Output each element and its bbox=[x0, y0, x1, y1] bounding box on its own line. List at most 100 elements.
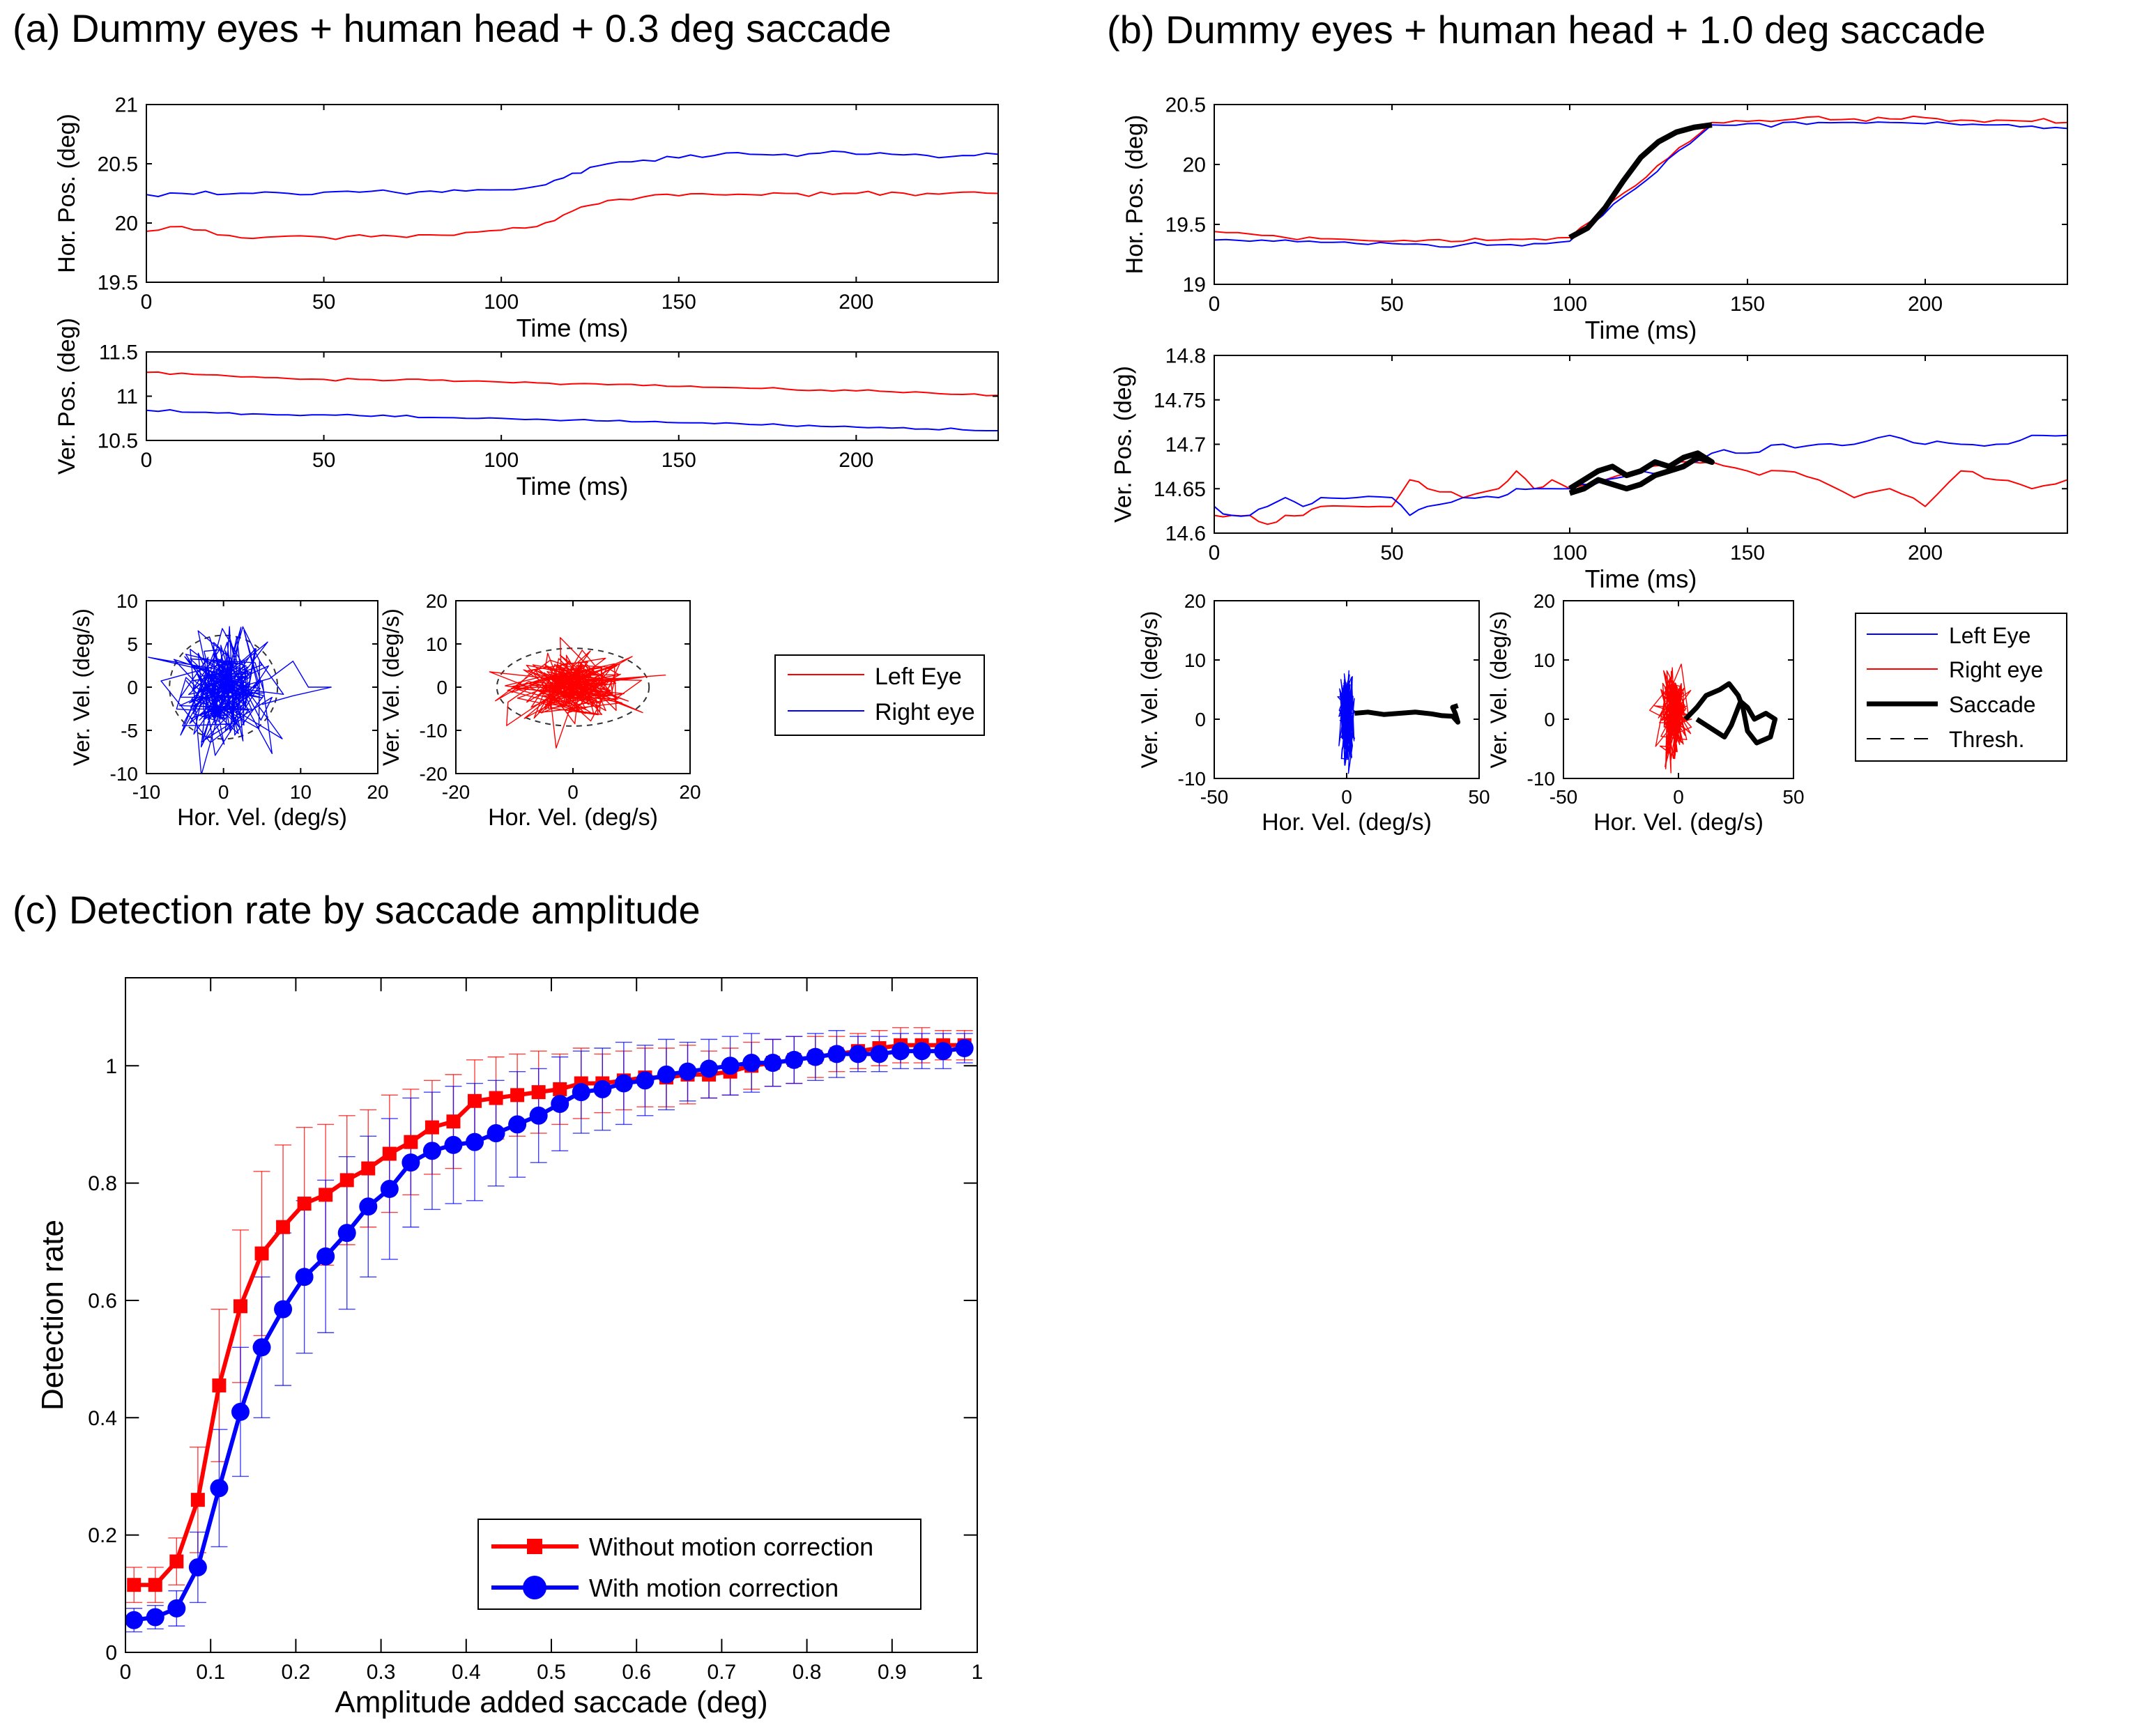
saccade-velocity-trace bbox=[1354, 703, 1461, 725]
data-point-square bbox=[424, 1120, 439, 1135]
y-axis-label: Ver. Vel. (deg/s) bbox=[69, 608, 94, 766]
plot-layer-b_hor bbox=[1214, 115, 2067, 248]
data-point-square bbox=[148, 1578, 162, 1592]
data-point-circle bbox=[125, 1611, 144, 1629]
legend-a: Left Eye Right eye bbox=[774, 654, 985, 736]
x-axis-label: Time (ms) bbox=[1585, 564, 1697, 593]
y-tick-label: 14.6 bbox=[1165, 523, 1206, 546]
threshold-ellipse bbox=[496, 647, 650, 727]
plot-area-a_ver bbox=[146, 352, 998, 440]
x-tick-label: 0 bbox=[567, 781, 579, 803]
y-tick-label: 20 bbox=[1533, 590, 1555, 612]
x-tick-label: 150 bbox=[1730, 541, 1765, 564]
plot-layer-b_vel_right bbox=[1649, 663, 1778, 774]
data-point-square bbox=[212, 1378, 227, 1393]
chart-b_ver: 0 50 100 150 200 14.6 14.65 14.7 14.75 14.8 Time (… bbox=[1110, 345, 2068, 593]
plot-layer-a_hor bbox=[146, 150, 998, 240]
data-point-circle bbox=[529, 1106, 548, 1125]
y-tick-label: 19.5 bbox=[1165, 214, 1206, 237]
axes-frame-b_vel_left bbox=[1214, 600, 1480, 779]
data-point-circle bbox=[700, 1059, 719, 1078]
y-tick-label: 10 bbox=[116, 590, 138, 612]
velocity-cloud-left-eye bbox=[1337, 670, 1356, 774]
data-point-square bbox=[339, 1173, 354, 1188]
x-tick-label: 200 bbox=[839, 291, 873, 314]
y-tick-label: 10 bbox=[1184, 650, 1206, 671]
data-point-circle bbox=[551, 1094, 569, 1113]
series-line-right-eye bbox=[146, 150, 998, 197]
y-tick-label: 11 bbox=[116, 385, 138, 408]
y-axis-label: Detection rate bbox=[36, 1220, 70, 1411]
y-tick-label: 20.5 bbox=[98, 153, 138, 176]
data-point-square bbox=[190, 1493, 205, 1507]
y-tick-label: 20 bbox=[115, 213, 138, 236]
y-tick-label: 5 bbox=[127, 633, 138, 655]
y-tick-label: -20 bbox=[420, 763, 447, 785]
series-line-with-correction bbox=[133, 1046, 965, 1622]
x-axis-label: Time (ms) bbox=[517, 472, 629, 500]
chart-b_vel_right: -50 0 50 -10 0 10 20 Hor. Vel. (deg/s) Ver. Vel.… bbox=[1486, 590, 1804, 836]
y-tick-label: 0.8 bbox=[88, 1172, 117, 1195]
x-tick-label: 200 bbox=[839, 449, 873, 472]
plot-layer-a_vel_left bbox=[489, 637, 666, 748]
x-tick-label: 200 bbox=[1908, 541, 1943, 564]
y-axis-label: Ver. Vel. (deg/s) bbox=[1137, 611, 1162, 769]
data-point-circle bbox=[892, 1042, 910, 1061]
y-tick-label: 20 bbox=[1183, 154, 1206, 177]
legend-c-box bbox=[477, 1519, 921, 1610]
series-line-left-eye bbox=[146, 371, 998, 397]
axes-frame-a_vel_right bbox=[146, 600, 378, 774]
x-tick-label: 0 bbox=[120, 1661, 132, 1684]
data-point-circle bbox=[636, 1071, 655, 1090]
y-tick-label: 20.5 bbox=[1165, 94, 1206, 117]
series-line-saccade bbox=[1568, 122, 1713, 240]
y-tick-label: 0 bbox=[127, 677, 138, 698]
data-point-circle bbox=[678, 1062, 697, 1081]
y-tick-label: 20 bbox=[1184, 590, 1206, 612]
panel-c-title: (c) Detection rate by saccade amplitude bbox=[13, 888, 701, 932]
plot-layer-a_vel_right bbox=[148, 626, 332, 774]
x-tick-label: 1 bbox=[972, 1661, 984, 1684]
x-tick-label: 150 bbox=[661, 449, 696, 472]
data-point-square bbox=[468, 1093, 482, 1108]
data-point-square bbox=[254, 1246, 269, 1261]
x-tick-label: 100 bbox=[484, 291, 519, 314]
chart-a_vel_left: -20 0 20 -20 -10 0 10 20 Hor. Vel. (deg/s) Ver. V… bbox=[378, 590, 701, 831]
data-point-circle bbox=[934, 1042, 953, 1061]
legend-c-red-label: Without motion correction bbox=[589, 1533, 873, 1561]
data-point-square bbox=[169, 1554, 184, 1569]
x-axis-label: Time (ms) bbox=[1585, 316, 1697, 344]
y-tick-label: 21 bbox=[115, 94, 138, 117]
y-tick-label: -10 bbox=[1178, 768, 1206, 790]
data-point-circle bbox=[466, 1132, 484, 1151]
data-point-circle bbox=[657, 1065, 675, 1084]
data-point-circle bbox=[508, 1115, 527, 1134]
legend-a-left-eye-label: Left Eye bbox=[875, 663, 962, 690]
axes-frame-c_detection bbox=[125, 977, 978, 1653]
series-line-left-eye bbox=[1214, 115, 2067, 243]
plot-layer-b_vel_left bbox=[1337, 670, 1461, 774]
x-tick-label: 50 bbox=[1380, 541, 1403, 564]
x-axis-label: Hor. Vel. (deg/s) bbox=[177, 804, 347, 831]
data-point-circle bbox=[316, 1247, 335, 1266]
data-point-circle bbox=[827, 1045, 846, 1063]
velocity-cloud-right-eye bbox=[1649, 663, 1692, 774]
legend-b-saccade-label: Saccade bbox=[1949, 692, 2036, 717]
data-point-circle bbox=[401, 1153, 420, 1172]
y-tick-label: 19 bbox=[1183, 274, 1206, 297]
axes-frame-b_hor bbox=[1214, 104, 2068, 285]
y-tick-label: 20 bbox=[426, 590, 447, 612]
legend-a-box bbox=[774, 654, 985, 736]
data-point-circle bbox=[742, 1054, 761, 1073]
x-tick-label: 0.3 bbox=[367, 1661, 396, 1684]
x-tick-label: 20 bbox=[367, 781, 388, 803]
y-tick-label: 0 bbox=[1544, 709, 1555, 730]
data-point-square bbox=[233, 1299, 247, 1314]
chart-a_ver: 0 50 100 150 200 10.5 11 11.5 Time (ms) Ver. Pos.… bbox=[54, 318, 999, 500]
x-tick-label: 50 bbox=[312, 449, 335, 472]
data-point-square bbox=[446, 1114, 461, 1129]
data-point-circle bbox=[252, 1338, 271, 1357]
y-tick-label: 14.7 bbox=[1165, 433, 1206, 456]
velocity-cloud-right-eye bbox=[148, 626, 284, 774]
y-tick-label: -5 bbox=[121, 720, 138, 742]
